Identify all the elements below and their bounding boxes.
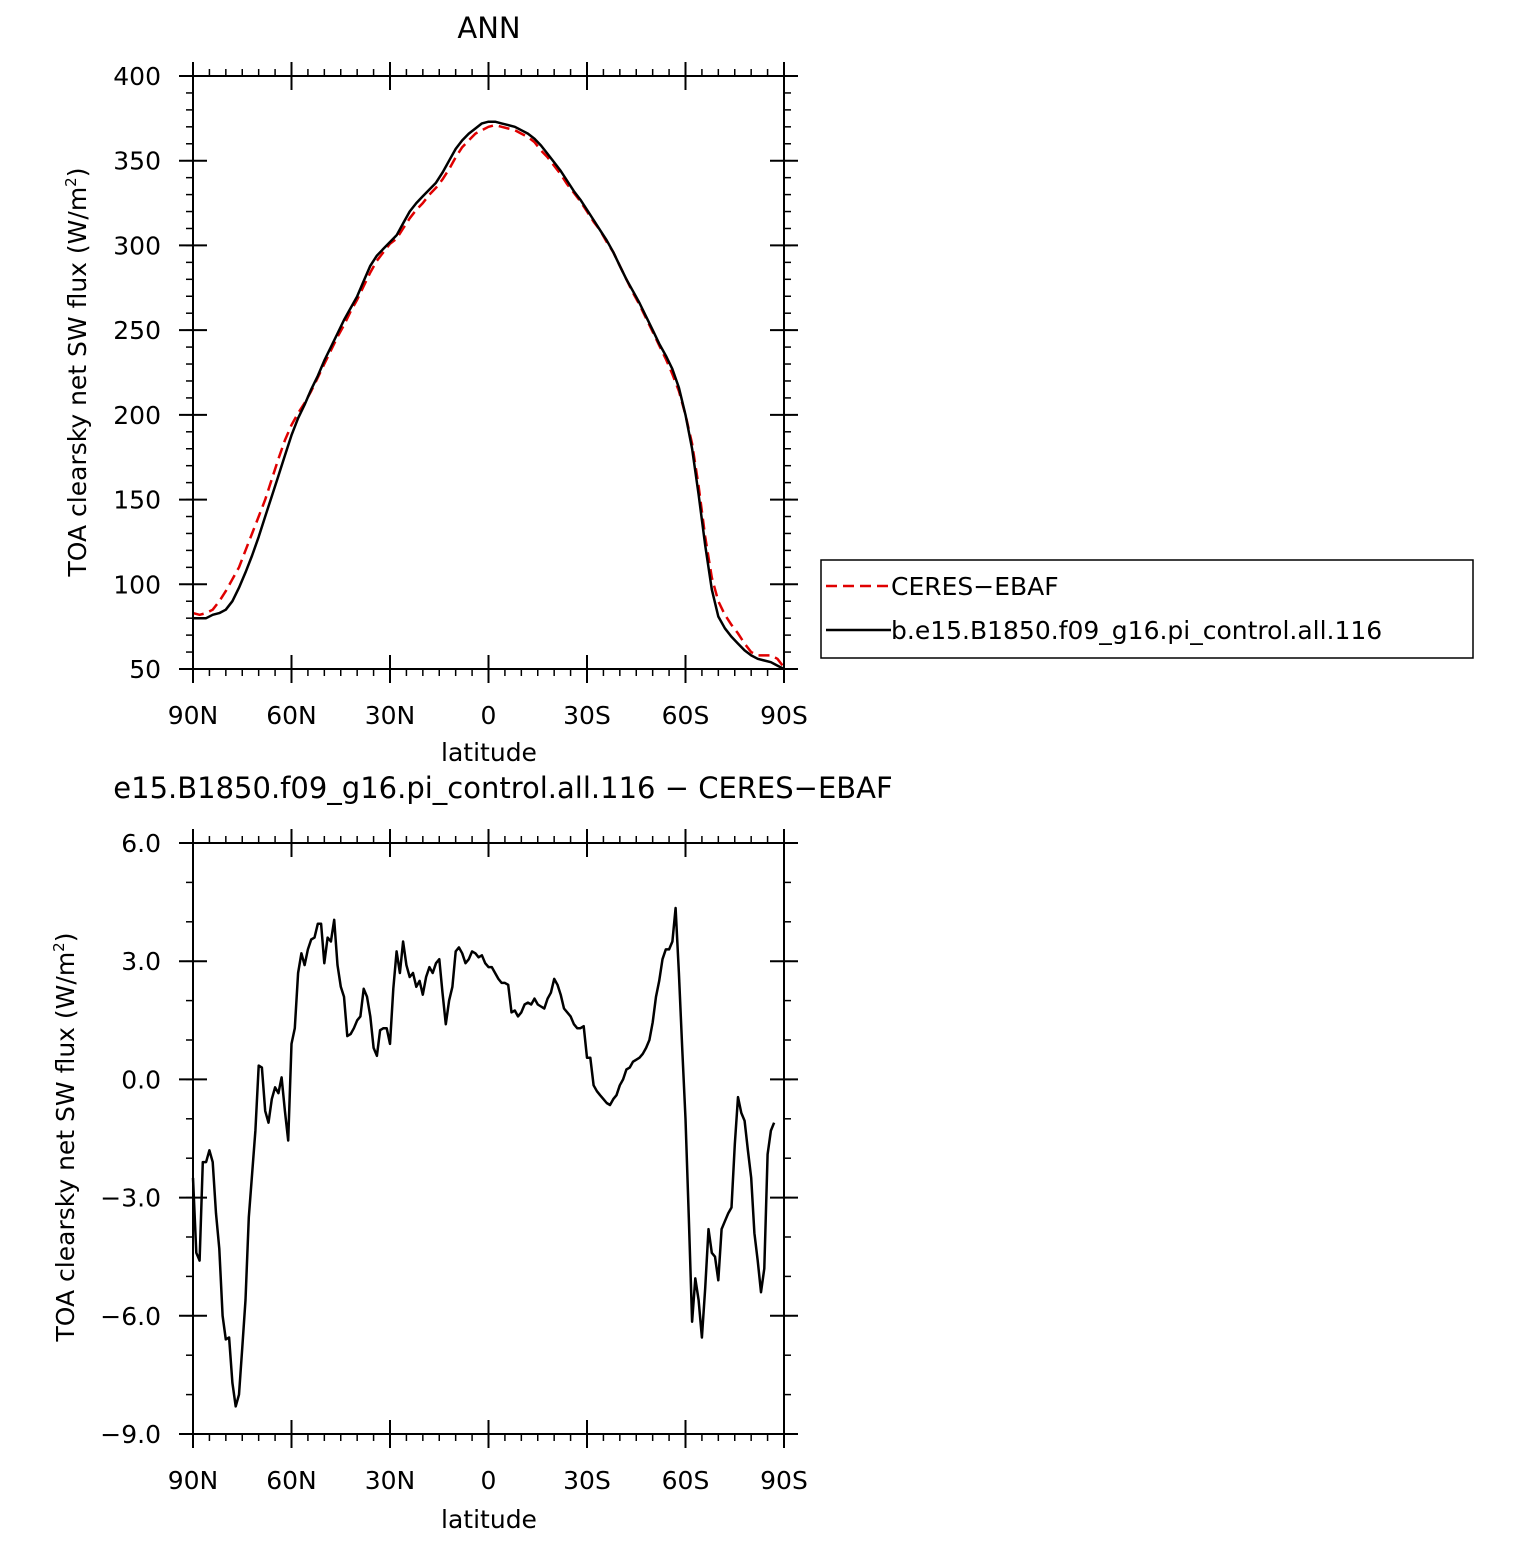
top-y-tick-label-400: 400 [113,62,161,91]
top-x-tick-label-0: 0 [481,701,497,730]
top-x-tick-label-60n: 60N [266,701,317,730]
bot-y-tick-label-3-0: −3.0 [100,1184,161,1213]
chart-top-title: ANN [457,11,520,45]
bot-x-tick-label-0: 0 [481,1466,497,1495]
chart-bottom-frame [192,842,785,1435]
top-series-line-ceres-ebaf [192,123,785,669]
chart-bottom-ticks [179,829,798,1448]
top-y-tick-label-250: 250 [113,316,161,345]
chart-top-y-tick-labels: 50 100 150 200 250 300 350 400 [113,62,161,684]
top-x-tick-label-60s: 60S [662,701,710,730]
bot-y-tick-label-3-0: 3.0 [121,947,161,976]
top-y-tick-label-350: 350 [113,147,161,176]
bot-x-tick-label-90n: 90N [168,1466,219,1495]
bot-x-tick-label-30n: 30N [365,1466,416,1495]
top-y-tick-label-150: 150 [113,486,161,515]
chart-top-x-axis-label: latitude [441,738,537,767]
top-series-line-b-e15-b1850-f09-g16-pi-control-all-116 [193,120,785,671]
chart-bottom-series [191,906,776,1408]
chart-bottom-y-axis-label-end: ) [51,933,80,943]
chart-bottom-y-tick-labels: −9.0 −6.0 −3.0 0.0 3.0 6.0 [100,829,161,1449]
chart-top-ticks [179,62,798,683]
bot-series-line-difference [191,906,776,1408]
top-y-tick-label-300: 300 [113,231,161,260]
chart-top-y-axis-label-main: TOA clearsky net SW flux (W/m [63,187,92,578]
chart-bottom-title: e15.B1850.f09_g16.pi_control.all.116 − C… [113,771,892,805]
chart-bottom-y-axis-label: TOA clearsky net SW flux (W/m2) [50,933,80,1343]
top-x-tick-label-30s: 30S [563,701,611,730]
chart-bottom-difference: e15.B1850.f09_g16.pi_control.all.116 − C… [50,771,893,1534]
top-x-tick-label-30n: 30N [365,701,416,730]
bot-y-tick-label-9-0: −9.0 [100,1420,161,1449]
chart-top-x-tick-labels: 90N 60N 30N 0 30S 60S 90S [168,701,808,730]
chart-top-annual: ANN 90N 60N 30N 0 30S 60S 90S 50 100 150 200 250 30… [62,11,808,767]
bot-x-tick-label-60n: 60N [266,1466,317,1495]
chart-top-y-axis-label-sup: 2 [62,177,80,187]
top-y-tick-label-50: 50 [129,655,161,684]
chart-top-y-axis-label: TOA clearsky net SW flux (W/m2) [62,168,92,578]
legend-label-ceres-ebaf: CERES−EBAF [891,572,1059,601]
legend-box [820,559,1474,659]
bot-y-tick-label-6-0: 6.0 [121,829,161,858]
chart-bottom-x-tick-labels: 90N 60N 30N 0 30S 60S 90S [168,1466,808,1495]
chart-top-series [192,120,785,671]
bot-x-tick-label-60s: 60S [662,1466,710,1495]
bot-x-tick-label-90s: 90S [760,1466,808,1495]
chart-bottom-y-axis-label-main: TOA clearsky net SW flux (W/m [51,952,80,1343]
bot-y-tick-label-0-0: 0.0 [121,1065,161,1094]
bot-x-tick-label-30s: 30S [563,1466,611,1495]
chart-bottom-x-axis-label: latitude [441,1505,537,1534]
legend-label-model: b.e15.B1850.f09_g16.pi_control.all.116 [891,616,1382,645]
chart-bottom-y-axis-label-sup: 2 [50,942,68,952]
chart-top-legend: CERES−EBAF b.e15.B1850.f09_g16.pi_contro… [820,559,1474,659]
chart-top-frame [192,75,785,670]
top-x-tick-label-90n: 90N [168,701,219,730]
top-y-tick-label-100: 100 [113,570,161,599]
top-x-tick-label-90s: 90S [760,701,808,730]
bot-y-tick-label-6-0: −6.0 [100,1302,161,1331]
top-y-tick-label-200: 200 [113,401,161,430]
chart-top-y-axis-label-end: ) [63,168,92,178]
